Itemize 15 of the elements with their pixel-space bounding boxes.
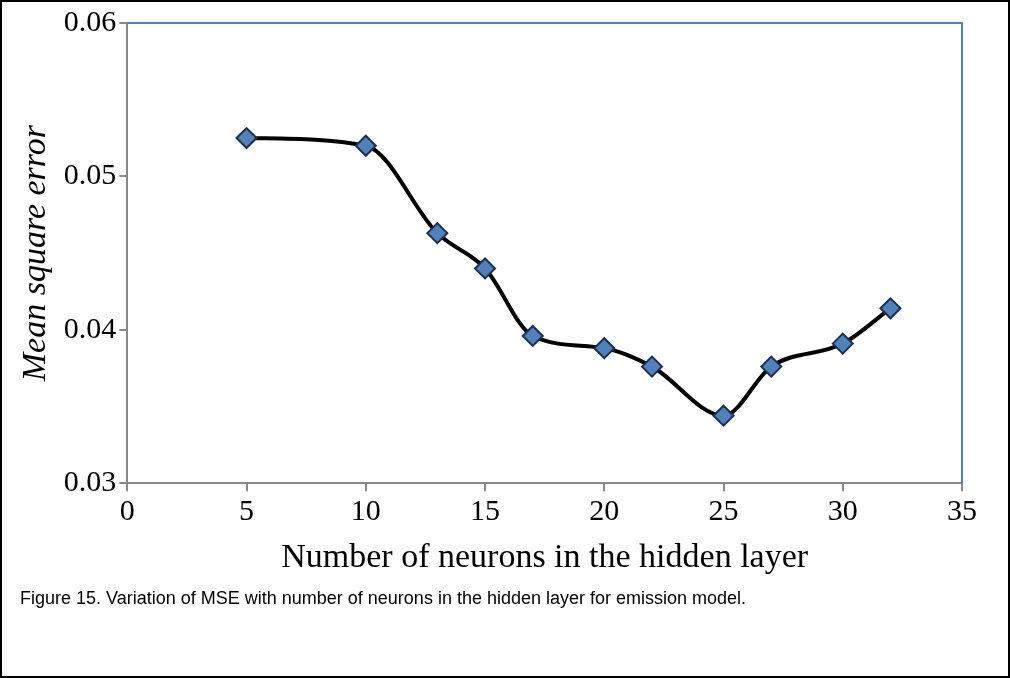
- y-axis-title: Mean square error: [15, 124, 53, 383]
- x-tick-label: 20: [589, 493, 620, 527]
- caption: Figure 15. Variation of MSE with number of neurons in the hidden layer for emission model.: [20, 588, 748, 609]
- x-tick-label: 0: [119, 493, 135, 527]
- x-tick-label: 25: [708, 493, 739, 527]
- x-tick-label: 15: [470, 493, 501, 527]
- x-tick-label: 10: [350, 493, 381, 527]
- y-tick-label: 0.05: [63, 157, 117, 191]
- x-axis-title: Number of neurons in the hidden layer: [281, 536, 809, 574]
- y-tick-label: 0.06: [63, 3, 117, 37]
- x-tick-label: 30: [827, 493, 858, 527]
- y-tick-label: 0.04: [63, 310, 117, 344]
- x-tick-label: 5: [239, 493, 255, 527]
- y-tick-label: 0.03: [63, 464, 117, 498]
- x-tick-label: 35: [947, 493, 977, 527]
